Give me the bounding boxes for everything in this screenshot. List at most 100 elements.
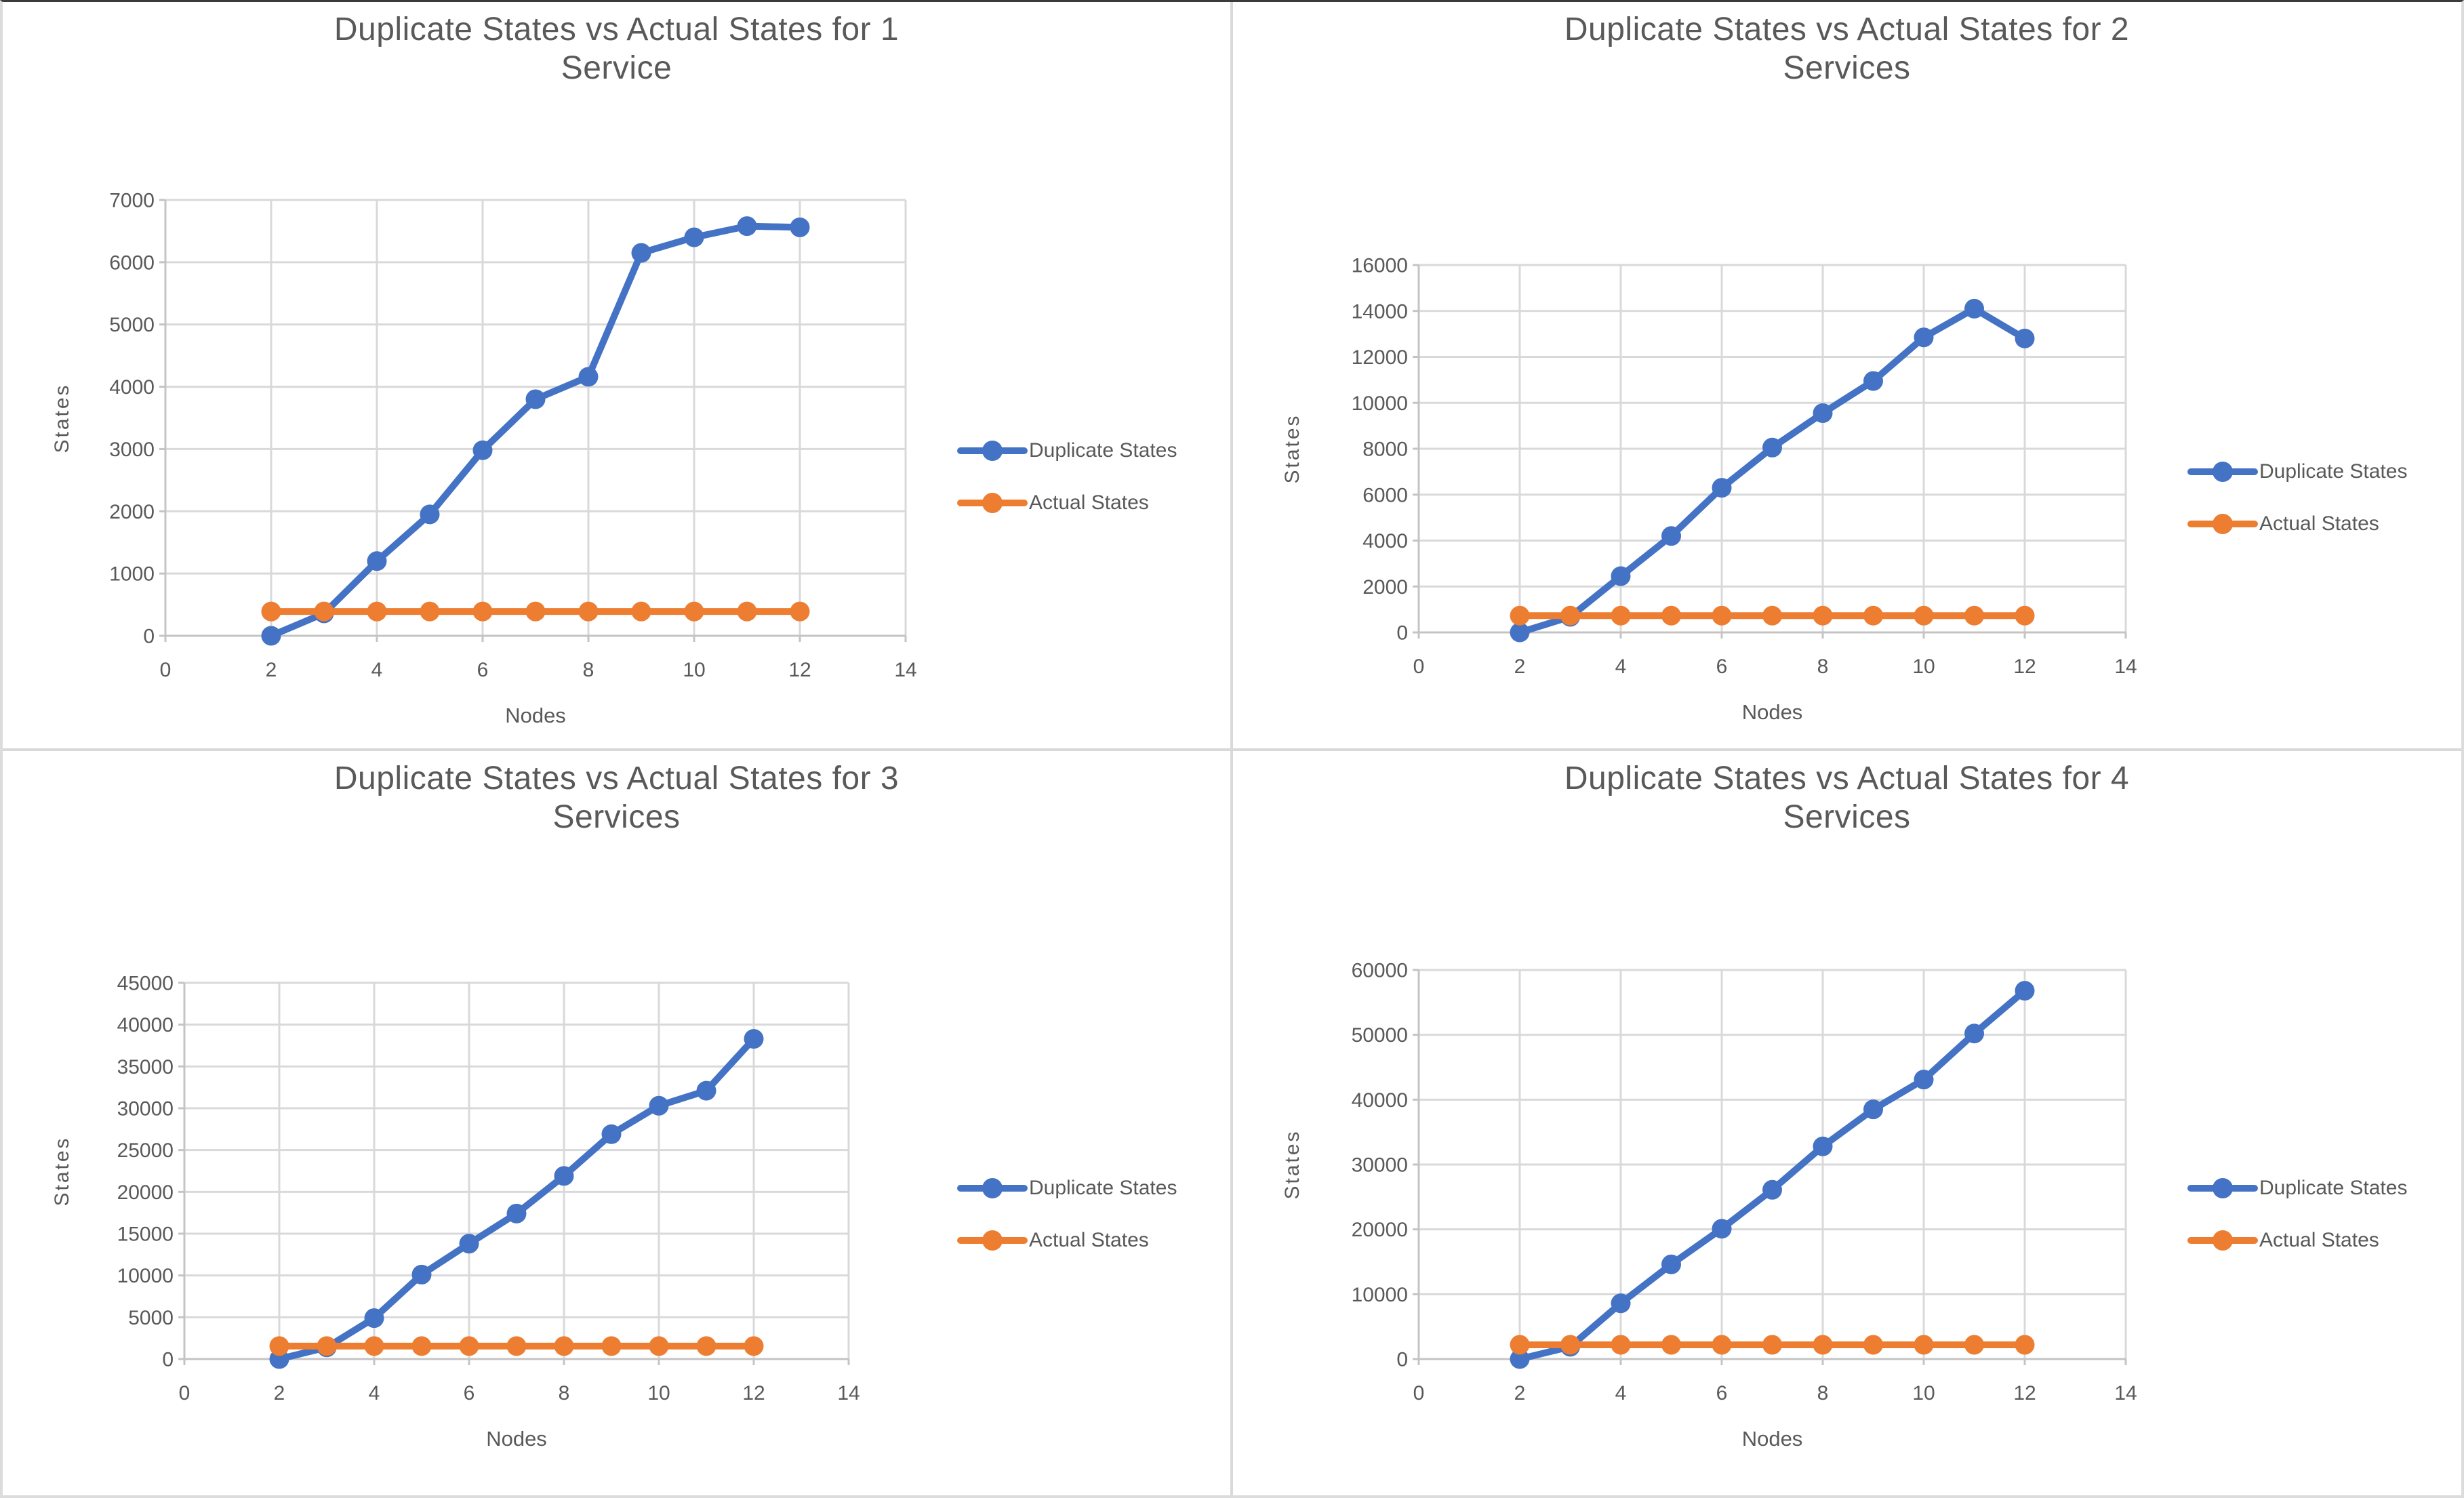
duplicate-states-data-point <box>506 1203 527 1223</box>
x-tick-label: 4 <box>1615 1382 1627 1404</box>
actual-states-data-point <box>364 1336 384 1356</box>
y-tick-label: 6000 <box>109 251 155 274</box>
duplicate-states-data-point <box>1661 1254 1681 1274</box>
x-tick-label: 2 <box>1514 655 1526 678</box>
duplicate-states-data-point <box>2015 328 2035 348</box>
y-tick-label: 5000 <box>109 314 155 336</box>
actual-states-data-point <box>2015 1335 2035 1355</box>
actual-states-data-point <box>1510 605 1530 626</box>
actual-states-legend-marker-icon <box>2187 512 2258 536</box>
legend-item-actual-states: Actual States <box>2187 1228 2379 1253</box>
y-tick-label: 50000 <box>1352 1024 1408 1047</box>
x-tick-label: 4 <box>1615 655 1627 678</box>
x-tick-label: 0 <box>1413 1382 1425 1404</box>
y-tick-label: 1000 <box>109 563 155 586</box>
chart-title-line2: Services <box>552 799 681 835</box>
actual-states-data-point <box>269 1336 289 1356</box>
x-tick-label: 12 <box>2013 655 2036 678</box>
duplicate-states-data-point <box>744 1029 764 1049</box>
chart-panel-3-services: Duplicate States vs Actual States for 3 … <box>3 751 1230 1495</box>
x-tick-label: 8 <box>1817 655 1829 678</box>
actual-states-data-point <box>696 1336 716 1356</box>
actual-states-data-point <box>317 1336 337 1356</box>
actual-states-data-point <box>420 601 440 622</box>
duplicate-states-data-point <box>472 440 493 460</box>
actual-states-data-point <box>1712 605 1732 626</box>
duplicate-states-data-point <box>790 217 810 237</box>
duplicate-states-data-point <box>1964 298 1984 319</box>
duplicate-states-data-point <box>1661 526 1681 546</box>
chart-title-line1: Duplicate States vs Actual States for 3 <box>334 761 900 796</box>
y-tick-label: 0 <box>1396 1349 1408 1371</box>
actual-states-data-point <box>1712 1335 1732 1355</box>
y-axis-title: States <box>51 1135 73 1207</box>
actual-states-data-point <box>472 601 493 622</box>
legend-label: Actual States <box>1029 491 1149 514</box>
y-tick-label: 40000 <box>117 1014 174 1036</box>
x-tick-label: 2 <box>1514 1382 1526 1404</box>
chart-title-line2: Services <box>1783 50 1911 86</box>
actual-states-data-point <box>744 1336 764 1356</box>
legend-item-duplicate-states: Duplicate States <box>957 439 1177 463</box>
x-tick-label: 8 <box>559 1382 570 1404</box>
legend-item-duplicate-states: Duplicate States <box>2187 460 2407 484</box>
y-tick-label: 8000 <box>1362 439 1408 461</box>
chart-title-line2: Service <box>561 50 672 86</box>
y-tick-label: 25000 <box>117 1139 174 1162</box>
actual-states-data-point <box>1863 1335 1883 1355</box>
duplicate-states-data-point <box>1762 1179 1782 1200</box>
duplicate-states-data-point <box>684 227 704 247</box>
duplicate-states-data-point <box>1712 1219 1732 1239</box>
legend-item-actual-states: Actual States <box>2187 512 2379 536</box>
actual-states-data-point <box>1813 605 1833 626</box>
actual-states-data-point <box>1762 605 1782 626</box>
y-tick-label: 30000 <box>117 1098 174 1120</box>
chart-title: Duplicate States vs Actual States for 3 … <box>3 759 1230 836</box>
x-tick-label: 0 <box>1413 655 1425 678</box>
duplicate-states-data-point <box>1813 403 1833 423</box>
actual-states-data-point <box>684 601 704 622</box>
y-axis-title: States <box>1281 1129 1304 1200</box>
y-tick-label: 20000 <box>117 1181 174 1204</box>
y-tick-label: 35000 <box>117 1056 174 1078</box>
duplicate-states-data-point <box>261 626 281 646</box>
duplicate-states-legend-marker-icon <box>957 439 1028 463</box>
y-tick-label: 5000 <box>128 1307 174 1329</box>
duplicate-states-data-point <box>1510 622 1530 643</box>
chart-title: Duplicate States vs Actual States for 4 … <box>1233 759 2461 836</box>
legend-label: Duplicate States <box>2259 1177 2408 1199</box>
x-tick-label: 8 <box>583 659 594 681</box>
y-tick-label: 2000 <box>1362 576 1408 599</box>
x-tick-label: 10 <box>1912 1382 1935 1404</box>
actual-states-legend-marker-icon <box>957 1228 1028 1253</box>
y-tick-label: 6000 <box>1362 484 1408 506</box>
legend-label: Duplicate States <box>1029 1177 1177 1199</box>
duplicate-states-data-point <box>578 367 599 387</box>
x-tick-label: 2 <box>274 1382 285 1404</box>
actual-states-data-point <box>1964 1335 1984 1355</box>
y-tick-label: 10000 <box>1352 392 1408 415</box>
x-tick-label: 14 <box>2114 655 2137 678</box>
actual-states-data-point <box>525 601 546 622</box>
plot-area: 0 1000 2000 3000 4000 5000 6000 7000 0 2 4 6 8 10 12 14 <box>109 190 916 682</box>
duplicate-states-data-point <box>1863 1099 1883 1120</box>
plot-area: 0 5000 10000 15000 20000 25000 30000 35000 40000… <box>117 973 860 1405</box>
x-axis-title: Nodes <box>1741 700 1803 724</box>
duplicate-states-legend-marker-icon <box>957 1176 1028 1200</box>
x-axis-title: Nodes <box>1741 1427 1803 1451</box>
x-tick-label: 14 <box>837 1382 860 1404</box>
actual-states-data-point <box>2015 605 2035 626</box>
y-tick-label: 40000 <box>1352 1089 1408 1112</box>
y-tick-label: 7000 <box>109 190 155 212</box>
duplicate-states-data-point <box>601 1124 622 1144</box>
actual-states-data-point <box>1661 605 1681 626</box>
actual-states-data-point <box>1863 605 1883 626</box>
duplicate-states-data-point <box>420 504 440 525</box>
chart-title-line1: Duplicate States vs Actual States for 4 <box>1564 761 2130 796</box>
actual-states-data-point <box>1611 1335 1631 1355</box>
x-tick-label: 6 <box>1716 655 1728 678</box>
x-tick-label: 12 <box>2013 1382 2036 1404</box>
chart-title-line1: Duplicate States vs Actual States for 2 <box>1564 12 2130 47</box>
legend-item-actual-states: Actual States <box>957 491 1149 515</box>
actual-states-legend-marker-icon <box>957 491 1028 515</box>
